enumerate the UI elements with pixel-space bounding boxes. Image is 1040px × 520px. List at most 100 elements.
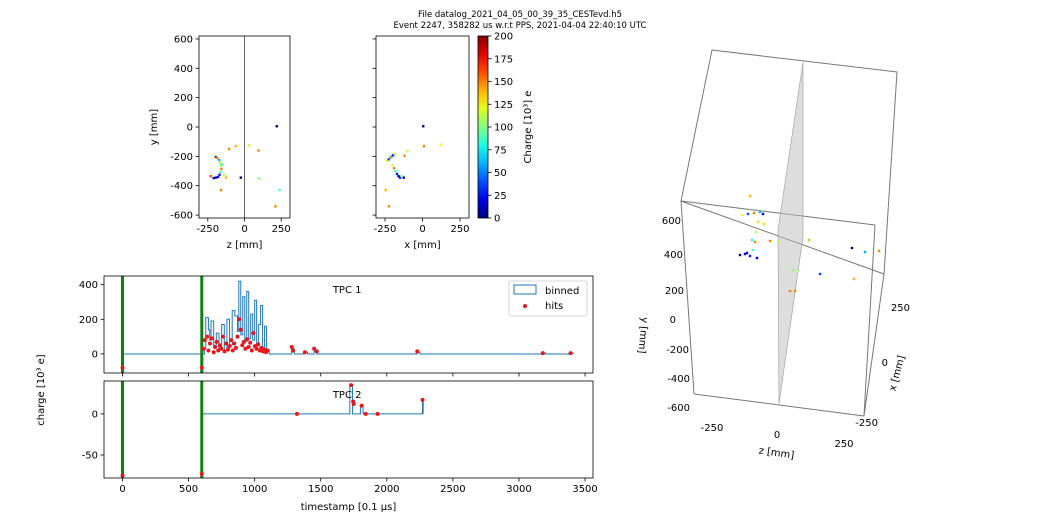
hit-point	[220, 163, 223, 166]
three-d-hit	[877, 249, 881, 253]
three-d-x-tick-label: -250	[855, 418, 878, 429]
three-d-y-tick-label: 0	[670, 315, 676, 326]
hit-marker	[256, 342, 261, 347]
three-d-y-tick-label: 600	[662, 216, 681, 227]
panel-title: TPC 2	[332, 390, 362, 401]
hit-point	[212, 176, 215, 180]
hit-point	[224, 176, 228, 179]
three-d-hits	[738, 194, 881, 293]
hit-marker	[220, 334, 225, 339]
hit-point	[400, 174, 403, 178]
shared-y-axis-label: charge [10³ e]	[36, 354, 47, 426]
legend: binned hits	[508, 280, 588, 317]
y-tick-label: -50	[82, 450, 98, 461]
hit-point	[257, 149, 260, 152]
hit-point	[214, 155, 218, 159]
three-d-hit	[756, 220, 760, 224]
y-tick-label: 400	[79, 280, 98, 291]
colorbar-tick-label: 25	[494, 191, 507, 202]
three-d-hit	[752, 211, 756, 215]
three-d-hit	[753, 240, 757, 244]
hit-marker	[206, 348, 211, 353]
x-tick-label: -250	[196, 224, 219, 235]
figure-title-line2: Event 2247, 358282 us w.r.t PPS, 2021-04…	[394, 21, 647, 31]
hit-marker	[249, 348, 254, 353]
colorbar-tick-label: 100	[494, 123, 513, 134]
hit-point	[406, 150, 409, 153]
x-tick-label: 0	[419, 224, 425, 235]
three-d-hit	[807, 238, 811, 242]
hit-marker	[213, 345, 218, 350]
hit-point	[219, 170, 222, 173]
hit-point	[403, 154, 406, 157]
plot-frame	[103, 380, 594, 479]
hit-point	[219, 188, 223, 192]
hit-point	[394, 169, 397, 173]
three-d-hit	[791, 268, 795, 272]
y-tick-label: -400	[170, 181, 193, 192]
three-d-hit	[863, 250, 867, 254]
hit-point	[209, 174, 212, 178]
three-d-y-tick-label: -400	[667, 374, 690, 385]
hit-point	[219, 161, 222, 165]
three-d-x-tick-label: 0	[882, 358, 888, 369]
x-tick-label: 2000	[374, 484, 399, 495]
hit-marker	[202, 338, 207, 343]
three-d-x-tick-label: 250	[891, 303, 910, 314]
three-d-hit	[758, 210, 762, 214]
hit-marker	[568, 351, 573, 356]
x-axis-label: timestamp [0.1 μs]	[301, 502, 397, 513]
hit-marker	[294, 411, 299, 416]
three-d-box-edge	[680, 200, 876, 226]
hit-point	[214, 176, 218, 179]
x-tick-label: 500	[179, 484, 198, 495]
colorbar-gradient	[477, 35, 489, 219]
three-d-y-axis-label: y [mm]	[635, 317, 649, 354]
legend-binned-label: binned	[545, 286, 579, 297]
y-tick-label: 400	[174, 64, 193, 75]
hit-marker	[302, 350, 307, 355]
plot-frame	[103, 275, 594, 374]
three-d-y-tick-label: 400	[664, 250, 683, 261]
hit-marker	[235, 334, 240, 339]
tpc1-charge-plot: 0 200 400 TPC 1 binned hits	[79, 275, 594, 377]
hit-point	[257, 177, 261, 180]
y-axis-label: y [mm]	[149, 109, 160, 145]
hit-marker	[241, 339, 246, 344]
hit-marker	[224, 341, 229, 346]
hit-marker	[120, 365, 125, 370]
hit-point	[275, 125, 278, 128]
three-d-hit	[768, 239, 772, 243]
three-d-hit	[762, 222, 766, 226]
hit-marker	[314, 349, 319, 354]
hit-marker	[211, 350, 216, 355]
y-tick-label: 200	[174, 93, 193, 104]
charge-colorbar: 0 25 50 75 100 125 150 175 200 Charge [10³] e	[477, 32, 534, 225]
y-tick-label: -200	[170, 152, 193, 163]
hit-point	[390, 155, 393, 158]
hit-marker	[312, 346, 317, 351]
hit-marker	[216, 348, 221, 353]
hit-point	[274, 205, 277, 208]
hit-point	[422, 144, 426, 148]
hit-marker	[254, 346, 259, 351]
x-tick-label: 0	[119, 484, 125, 495]
hit-point	[387, 205, 390, 208]
x-tick-label: 0	[241, 224, 247, 235]
three-d-box-edge	[693, 393, 865, 417]
hit-point	[391, 163, 394, 167]
hit-marker	[351, 402, 356, 407]
hit-point	[395, 172, 399, 176]
three-d-hit	[748, 194, 752, 198]
hit-marker	[217, 343, 222, 348]
three-d-y-tick-label: -200	[666, 345, 689, 356]
hit-marker	[199, 471, 204, 476]
colorbar-tick-label: 175	[494, 54, 513, 65]
hit-marker	[199, 365, 204, 370]
hit-marker	[237, 317, 242, 322]
hit-marker	[420, 397, 425, 402]
hit-point	[387, 158, 390, 161]
colorbar-tick-label: 150	[494, 77, 513, 88]
hit-marker	[219, 346, 224, 351]
